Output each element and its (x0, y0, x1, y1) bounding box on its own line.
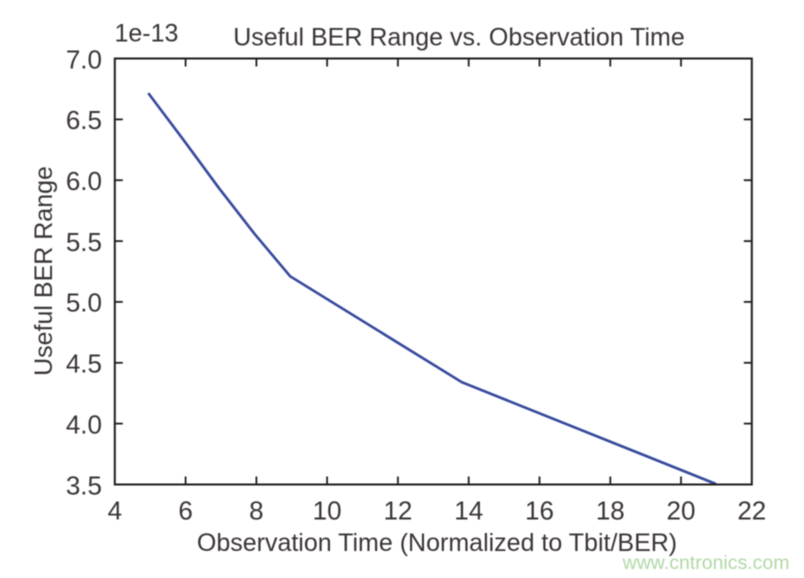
svg-text:www.cntronics.com: www.cntronics.com (622, 552, 790, 574)
svg-text:Observation Time (Normalized t: Observation Time (Normalized to Tbit/BER… (197, 529, 677, 557)
svg-text:12: 12 (383, 496, 412, 526)
svg-text:5.5: 5.5 (66, 227, 102, 257)
svg-text:20: 20 (667, 496, 696, 526)
svg-text:6.5: 6.5 (66, 105, 102, 135)
svg-text:22: 22 (737, 496, 766, 526)
svg-text:16: 16 (525, 496, 554, 526)
svg-text:7.0: 7.0 (66, 44, 102, 74)
svg-text:Useful BER Range vs. Observati: Useful BER Range vs. Observation Time (233, 23, 685, 51)
svg-text:8: 8 (249, 496, 263, 526)
svg-text:5.0: 5.0 (66, 288, 102, 318)
svg-text:18: 18 (596, 496, 625, 526)
svg-text:14: 14 (454, 496, 483, 526)
svg-text:Useful BER Range: Useful BER Range (30, 166, 58, 376)
svg-text:6.0: 6.0 (66, 166, 102, 196)
svg-text:6: 6 (178, 496, 192, 526)
svg-text:10: 10 (313, 496, 342, 526)
svg-text:4.5: 4.5 (66, 349, 102, 379)
svg-text:4.0: 4.0 (66, 409, 102, 439)
svg-text:1e-13: 1e-13 (115, 20, 179, 48)
svg-text:3.5: 3.5 (66, 470, 102, 500)
svg-text:4: 4 (108, 496, 122, 526)
